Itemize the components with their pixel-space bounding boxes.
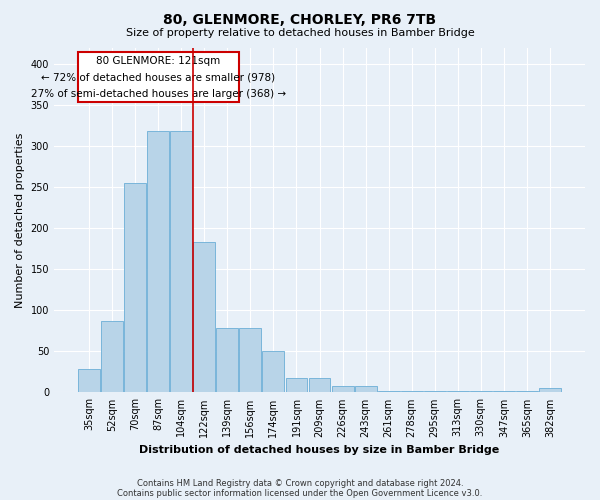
X-axis label: Distribution of detached houses by size in Bamber Bridge: Distribution of detached houses by size … <box>139 445 500 455</box>
Bar <box>401 391 422 392</box>
Bar <box>262 352 284 393</box>
Bar <box>147 132 169 392</box>
Bar <box>493 391 515 392</box>
Bar <box>78 370 100 392</box>
Y-axis label: Number of detached properties: Number of detached properties <box>15 132 25 308</box>
Bar <box>239 328 262 392</box>
Bar <box>516 391 538 392</box>
Bar <box>470 391 492 392</box>
Bar <box>193 242 215 392</box>
Bar <box>447 391 469 392</box>
Bar <box>332 386 353 392</box>
Bar <box>355 386 377 392</box>
Bar <box>424 391 446 392</box>
Bar <box>101 321 123 392</box>
Text: Contains HM Land Registry data © Crown copyright and database right 2024.: Contains HM Land Registry data © Crown c… <box>137 478 463 488</box>
Bar <box>308 378 331 392</box>
Text: 80 GLENMORE: 121sqm: 80 GLENMORE: 121sqm <box>96 56 220 66</box>
Bar <box>539 388 561 392</box>
Text: ← 72% of detached houses are smaller (978): ← 72% of detached houses are smaller (97… <box>41 72 275 83</box>
Text: 80, GLENMORE, CHORLEY, PR6 7TB: 80, GLENMORE, CHORLEY, PR6 7TB <box>163 12 437 26</box>
Bar <box>124 183 146 392</box>
Text: Size of property relative to detached houses in Bamber Bridge: Size of property relative to detached ho… <box>125 28 475 38</box>
Bar <box>77 52 239 102</box>
Bar <box>377 391 400 392</box>
Text: 27% of semi-detached houses are larger (368) →: 27% of semi-detached houses are larger (… <box>31 89 286 99</box>
Bar <box>217 328 238 392</box>
Text: Contains public sector information licensed under the Open Government Licence v3: Contains public sector information licen… <box>118 488 482 498</box>
Bar <box>286 378 307 392</box>
Bar <box>170 132 192 392</box>
